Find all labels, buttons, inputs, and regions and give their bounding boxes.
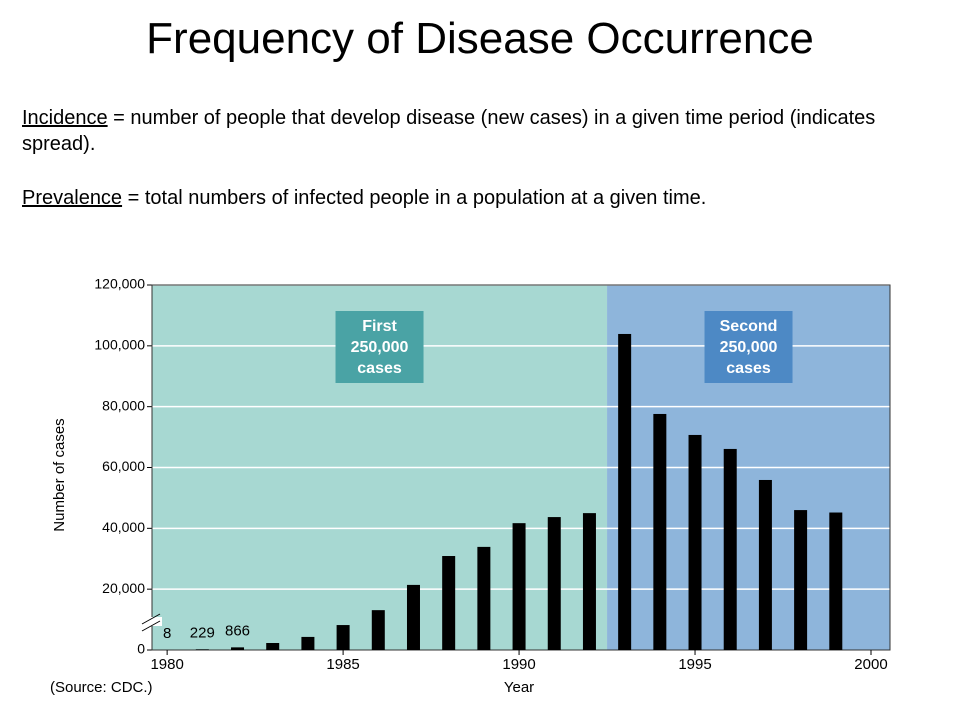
bar bbox=[688, 434, 702, 650]
bar bbox=[723, 448, 737, 650]
y-tick-label: 120,000 bbox=[94, 276, 145, 292]
bar bbox=[618, 333, 632, 650]
bar bbox=[653, 413, 667, 650]
y-tick-label: 80,000 bbox=[102, 397, 145, 413]
bar bbox=[582, 513, 596, 650]
axis-break-mark bbox=[141, 620, 161, 632]
bar bbox=[231, 647, 245, 650]
y-tick-label: 40,000 bbox=[102, 519, 145, 535]
data-label: 866 bbox=[225, 622, 250, 639]
slide-title: Frequency of Disease Occurrence bbox=[146, 14, 814, 63]
x-tick-label: 1985 bbox=[326, 656, 359, 673]
bar bbox=[477, 546, 491, 650]
bar bbox=[336, 625, 350, 650]
source-note: (Source: CDC.) bbox=[50, 679, 153, 696]
term: Incidence bbox=[22, 107, 108, 129]
x-tick-label: 1990 bbox=[502, 656, 535, 673]
region-label: 250,000 bbox=[720, 339, 778, 356]
region-label: First bbox=[362, 318, 397, 335]
term: Prevalence bbox=[22, 187, 123, 209]
x-tick-label: 1995 bbox=[678, 656, 711, 673]
definition-text: = number of people that develop disease … bbox=[22, 107, 876, 155]
definition: Incidence = number of people that develo… bbox=[22, 105, 927, 157]
bar bbox=[547, 517, 561, 650]
x-tick-label: 1980 bbox=[150, 656, 183, 673]
bar bbox=[794, 510, 808, 650]
y-axis-label: Number of cases bbox=[51, 418, 68, 531]
bar bbox=[442, 556, 456, 650]
bar bbox=[406, 584, 420, 650]
y-tick-label: 60,000 bbox=[102, 458, 145, 474]
axis-break bbox=[142, 617, 162, 626]
data-label: 8 bbox=[163, 625, 171, 642]
definition: Prevalence = total numbers of infected p… bbox=[22, 185, 927, 211]
axis-break-mark bbox=[141, 613, 161, 625]
bar bbox=[195, 649, 209, 650]
x-axis-label: Year bbox=[504, 679, 534, 696]
bar bbox=[266, 643, 280, 650]
region-box bbox=[335, 311, 424, 383]
y-tick-label: 0 bbox=[137, 641, 145, 657]
bar bbox=[758, 479, 772, 650]
bar bbox=[829, 512, 843, 650]
region-label: Second bbox=[720, 318, 778, 335]
data-label: 229 bbox=[190, 624, 215, 641]
region-label: cases bbox=[726, 360, 771, 377]
region-box bbox=[704, 311, 793, 383]
x-tick-label: 2000 bbox=[854, 656, 887, 673]
bar bbox=[371, 610, 385, 650]
region-label: cases bbox=[357, 360, 402, 377]
region-label: 250,000 bbox=[351, 339, 409, 356]
bar bbox=[301, 636, 315, 650]
bar bbox=[512, 523, 526, 650]
definition-text: = total numbers of infected people in a … bbox=[122, 187, 707, 209]
y-tick-label: 100,000 bbox=[94, 337, 145, 353]
y-tick-label: 20,000 bbox=[102, 580, 145, 596]
